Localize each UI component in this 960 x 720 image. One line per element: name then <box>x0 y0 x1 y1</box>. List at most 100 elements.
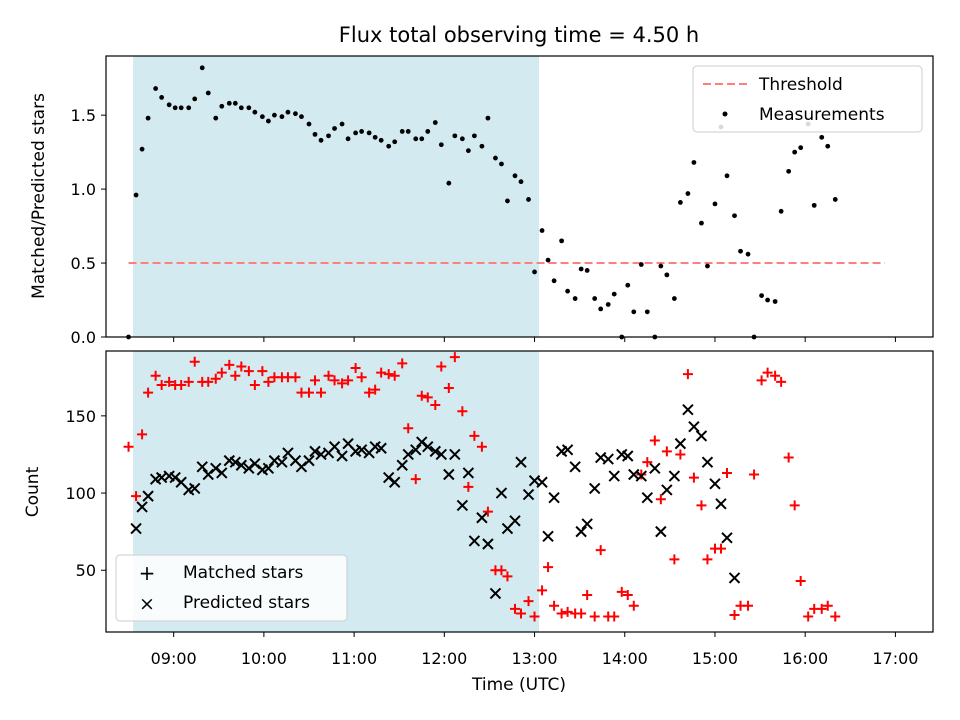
measurement-point <box>172 105 178 111</box>
matched-star-point <box>210 373 221 384</box>
measurement-point <box>419 136 425 142</box>
measurement-point <box>584 268 590 273</box>
matched-star-point <box>263 376 274 387</box>
matched-star-point <box>476 441 487 452</box>
measurement-point <box>359 129 365 134</box>
measurement-point <box>765 297 770 303</box>
predicted-star-point <box>303 454 315 467</box>
top-y-axis: 0.0 0.5 1.0 1.5 <box>71 106 106 347</box>
predicted-star-point <box>649 462 661 475</box>
matched-star-point <box>356 372 367 383</box>
matched-star-point <box>370 384 381 395</box>
matched-star-point <box>303 387 314 398</box>
matched-star-point <box>669 554 680 565</box>
matched-star-point <box>549 600 560 611</box>
matched-star-point <box>249 379 260 390</box>
measurement-point <box>705 263 710 269</box>
matched-star-point <box>556 608 567 619</box>
matched-star-point <box>457 406 468 417</box>
matched-star-point <box>496 565 507 576</box>
matched-star-point <box>156 379 167 390</box>
matched-star-point <box>364 387 375 398</box>
matched-star-point <box>649 435 660 446</box>
predicted-star-point <box>602 453 614 465</box>
measurement-point <box>471 133 477 139</box>
matched-star-point <box>509 603 520 614</box>
bottom-y-axis-label: Count <box>23 466 43 517</box>
y-tick-label: 100 <box>65 484 96 503</box>
predicted-star-point <box>375 442 387 454</box>
measurement-point <box>332 126 337 131</box>
measurement-point <box>405 129 411 134</box>
matched-star-point <box>137 429 148 440</box>
matched-star-point <box>449 352 460 363</box>
measurement-point <box>279 114 285 120</box>
matched-star-point <box>576 608 587 619</box>
measurement-point <box>638 262 644 267</box>
measurement-point <box>219 103 225 109</box>
predicted-star-point <box>410 444 422 456</box>
predicted-star-point <box>142 490 154 502</box>
matched-star-point <box>516 608 527 619</box>
measurement-point <box>312 131 318 137</box>
measurement-point <box>425 129 431 134</box>
matched-star-point <box>329 375 340 386</box>
measurement-point <box>252 109 258 115</box>
legend-predicted-swatch: × <box>139 593 155 615</box>
measurement-point <box>238 105 244 111</box>
predicted-star-point <box>641 491 654 504</box>
predicted-star-point <box>695 430 708 442</box>
predicted-star-point <box>728 572 741 584</box>
matched-star-point <box>830 611 841 622</box>
predicted-star-point <box>522 488 535 501</box>
matched-star-point <box>343 375 354 386</box>
matched-star-point <box>323 370 334 381</box>
top-x-axis-ticks <box>173 337 896 342</box>
matched-star-point <box>609 611 620 622</box>
predicted-star-point <box>402 448 414 461</box>
measurement-point <box>199 65 205 71</box>
matched-star-point <box>230 370 241 381</box>
legend-measurements-label: Measurements <box>759 105 885 125</box>
measurement-point <box>677 200 683 205</box>
matched-star-point <box>430 400 441 411</box>
x-axis-label: Time (UTC) <box>471 675 566 695</box>
matched-star-point <box>749 469 760 480</box>
predicted-star-point <box>581 518 593 530</box>
measurement-point <box>465 148 471 154</box>
matched-star-point <box>389 370 400 381</box>
matched-star-point <box>502 571 513 582</box>
predicted-star-point <box>336 450 348 462</box>
measurement-point <box>578 266 584 272</box>
x-tick-label: 17:00 <box>872 649 918 668</box>
measurement-point <box>644 309 650 315</box>
predicted-star-point <box>482 538 494 550</box>
predicted-star-point <box>309 445 321 458</box>
bottom-y-axis: 50 100 150 <box>65 407 106 580</box>
predicted-star-point <box>235 459 248 471</box>
predicted-star-point <box>688 420 700 433</box>
predicted-star-point <box>355 444 368 456</box>
matched-star-point <box>582 589 593 600</box>
top-legend-box <box>692 65 923 133</box>
legend-measurements-swatch <box>722 111 728 117</box>
measurement-point <box>318 137 324 143</box>
matched-star-point <box>661 446 672 457</box>
matched-star-point <box>436 361 447 372</box>
measurement-point <box>345 136 351 142</box>
matched-star-point <box>756 375 767 386</box>
measurement-point <box>532 269 537 275</box>
matched-star-point <box>543 562 554 573</box>
top-panel: 0.0 0.5 1.0 1.5 Matched/Predicted stars Thr… <box>29 55 934 347</box>
predicted-star-point <box>462 467 475 479</box>
predicted-star-point <box>476 512 488 524</box>
predicted-star-point <box>216 467 228 479</box>
matched-star-point <box>770 370 781 381</box>
measurement-point <box>366 130 372 136</box>
matched-star-point <box>416 390 427 401</box>
measurement-point <box>819 134 825 140</box>
predicted-star-point <box>515 456 527 468</box>
measurement-point <box>153 86 159 91</box>
matched-star-point <box>722 467 733 478</box>
